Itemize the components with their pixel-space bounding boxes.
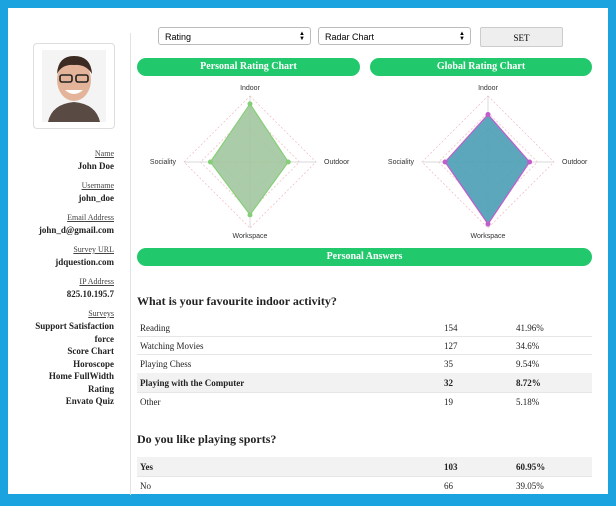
answer-table: Reading 154 41.96% Watching Movies 127 34.6% P… [137, 319, 592, 410]
radar-point [527, 159, 533, 165]
axis-label: Sociality [388, 159, 415, 166]
question: Do you like playing sports? [137, 432, 277, 446]
radar-point [485, 111, 491, 117]
answer-cell: 127 [441, 336, 513, 355]
answer-cell: 34.6% [513, 336, 592, 355]
panel: Name John Doe Username john_doe Email Addres… [8, 8, 608, 495]
field-value: 825.10.195.7 [66, 289, 114, 299]
field-label: Surveys [88, 309, 114, 318]
answer-cell: 35 [441, 354, 513, 373]
select-text: Rating [165, 32, 192, 42]
answer-cell: Other [137, 392, 441, 410]
answer-cell: 9.54% [513, 354, 592, 373]
avatar [33, 43, 115, 129]
separator [130, 33, 131, 495]
field-value: john_doe [78, 193, 114, 203]
radar-point [485, 221, 491, 227]
axis-label: Outdoor [562, 159, 588, 166]
answer-cell: 5.18% [513, 392, 592, 410]
answer-row: Watching Movies 127 34.6% [137, 336, 592, 355]
field-value: john_d@gmail.com [38, 225, 114, 235]
answer-cell: 60.95% [513, 457, 592, 477]
survey-link[interactable]: Home FullWidth [48, 371, 114, 381]
survey-link[interactable]: Score Chart [67, 346, 114, 356]
field-label: Email Address [67, 213, 114, 222]
answers: What is your favourite indoor activity? R… [137, 294, 592, 494]
axis-label: Workspace [471, 233, 506, 240]
axis-label: Indoor [478, 85, 499, 92]
survey-link[interactable]: Envato Quiz [65, 396, 114, 406]
question: What is your favourite indoor activity? [137, 294, 337, 308]
answer-cell: Reading [140, 322, 170, 333]
answer-cell: 8.72% [513, 372, 592, 393]
chart-header: Personal Rating Chart [137, 58, 360, 76]
axis-label: Indoor [240, 85, 261, 92]
radar-point [247, 101, 253, 107]
radar-charts: Indoor Outdoor Workspace Sociality Indoor Out… [150, 85, 588, 240]
answer-row: Reading 154 41.96% [137, 319, 592, 337]
chart-header: Global Rating Chart [370, 58, 592, 76]
survey-link[interactable]: Horoscope [73, 358, 114, 369]
answer-cell: 32 [441, 372, 513, 393]
chart-select[interactable]: Radar Chart ▲ ▼ [318, 27, 471, 45]
field-label: IP Address [79, 277, 114, 286]
radar-point [207, 159, 213, 165]
avatar-image [42, 50, 106, 122]
axis-label: Workspace [233, 233, 268, 240]
answer-cell: No [137, 476, 441, 494]
radar-area [444, 113, 531, 226]
field-value: jdquestion.com [55, 257, 114, 267]
answer-cell: 19 [441, 392, 513, 410]
answer-cell: 154 [444, 322, 458, 333]
answer-cell: 41.96% [516, 322, 544, 333]
field-label: Username [81, 181, 114, 190]
answer-row: Other 19 5.18% [137, 392, 592, 410]
answer-cell: Playing with the Computer [137, 372, 441, 393]
answer-table: Yes 103 60.95% No 66 39.05% [137, 457, 592, 494]
answer-row: Yes 103 60.95% [137, 457, 592, 477]
answer-cell: 66 [441, 476, 513, 494]
survey-link[interactable]: Support Satisfaction force [35, 321, 114, 344]
answer-cell: Yes [137, 457, 441, 477]
radar-point [442, 159, 448, 165]
survey-select[interactable]: Rating ▲ ▼ [158, 27, 311, 45]
answer-row: No 66 39.05% [137, 476, 592, 494]
radar-area [209, 102, 290, 216]
answer-row: Playing with the Computer 32 8.72% [137, 372, 592, 393]
profile: Name John Doe Username john_doe Email Addres… [18, 148, 114, 408]
answer-cell: 103 [441, 457, 513, 477]
field-label: Name [94, 149, 114, 158]
answer-cell: 39.05% [513, 476, 592, 494]
axis-label: Outdoor [324, 159, 350, 166]
axis-label: Sociality [150, 159, 177, 166]
set-button[interactable]: SET [480, 27, 563, 47]
radar-point [285, 159, 291, 165]
survey-link[interactable]: Rating [87, 383, 114, 394]
select-text: Radar Chart [325, 32, 375, 42]
answer-row: Playing Chess 35 9.54% [137, 354, 592, 373]
radar-point [247, 212, 253, 218]
answer-cell: Playing Chess [137, 354, 441, 373]
section-header: Personal Answers [137, 248, 592, 266]
answer-cell: Watching Movies [137, 336, 441, 355]
field-value: John Doe [77, 161, 114, 171]
field-label: Survey URL [73, 245, 114, 254]
